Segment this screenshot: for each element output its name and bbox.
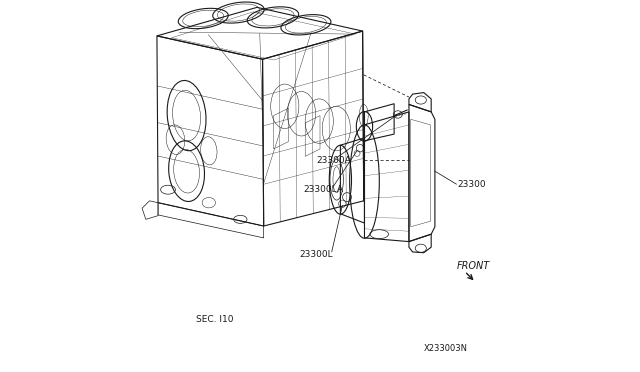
Text: SEC. I10: SEC. I10 bbox=[196, 315, 233, 324]
Text: 23300: 23300 bbox=[457, 180, 486, 189]
Text: 23300L: 23300L bbox=[300, 250, 333, 259]
Text: X233003N: X233003N bbox=[424, 344, 468, 353]
Text: 23300A: 23300A bbox=[316, 155, 351, 164]
Text: FRONT: FRONT bbox=[456, 261, 490, 271]
Text: 23300LA: 23300LA bbox=[303, 185, 343, 194]
